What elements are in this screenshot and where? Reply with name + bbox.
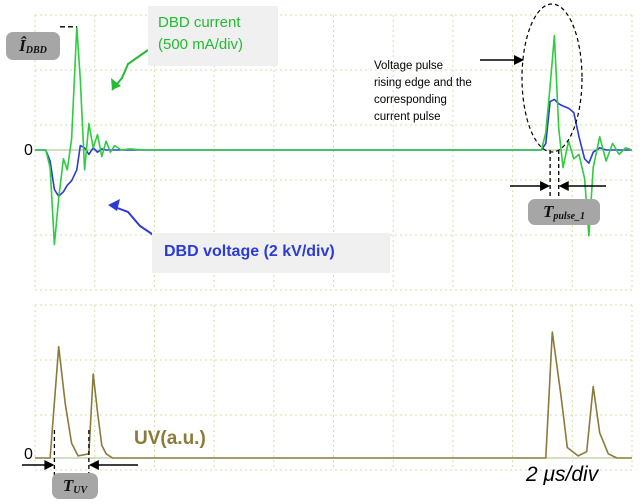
i-dbd-tag: Î DBD xyxy=(6,32,60,60)
t-pulse-left-arrowhead xyxy=(540,181,551,191)
t-pulse-sub: pulse_1 xyxy=(553,210,586,222)
timebase-label: 2 μs/div xyxy=(526,463,599,486)
i-dbd-sub: DBD xyxy=(25,44,47,56)
current-label-text: DBD current (500 mA/div) xyxy=(158,14,244,53)
voltage-pointer-arrowhead xyxy=(108,199,120,211)
t-pulse-main: T xyxy=(542,202,554,221)
t-uv-tag: T UV xyxy=(52,473,98,499)
t-uv-right-arrowhead xyxy=(88,460,99,470)
bottom-panel-grid xyxy=(34,304,633,471)
pulse-note-text: Voltage pulse rising edge and the corres… xyxy=(374,60,472,123)
uv-label: UV(a.u.) xyxy=(134,428,206,449)
voltage-label-box: DBD voltage (2 kV/div) xyxy=(152,233,390,273)
top-zero-label: 0 xyxy=(24,142,33,159)
pulse-note-arrowhead xyxy=(514,55,524,65)
t-uv-main: T xyxy=(62,476,74,495)
pulse-highlight-ellipse xyxy=(521,3,583,153)
t-uv-left-arrowhead xyxy=(44,460,55,470)
t-pulse-right-arrowhead xyxy=(558,181,569,191)
uv-trace xyxy=(35,331,632,459)
voltage-label-text: DBD voltage (2 kV/div) xyxy=(164,243,335,260)
i-dbd-main: Î xyxy=(19,36,26,55)
t-pulse-tag: T pulse_1 xyxy=(528,199,600,225)
bottom-zero-label: 0 xyxy=(24,446,33,463)
annotation-marks xyxy=(22,3,606,478)
voltage-pointer-arrow xyxy=(111,205,156,237)
current-label-box: DBD current (500 mA/div) xyxy=(148,6,278,66)
t-uv-sub: UV xyxy=(73,484,88,496)
current-pointer-arrowhead xyxy=(111,78,121,90)
